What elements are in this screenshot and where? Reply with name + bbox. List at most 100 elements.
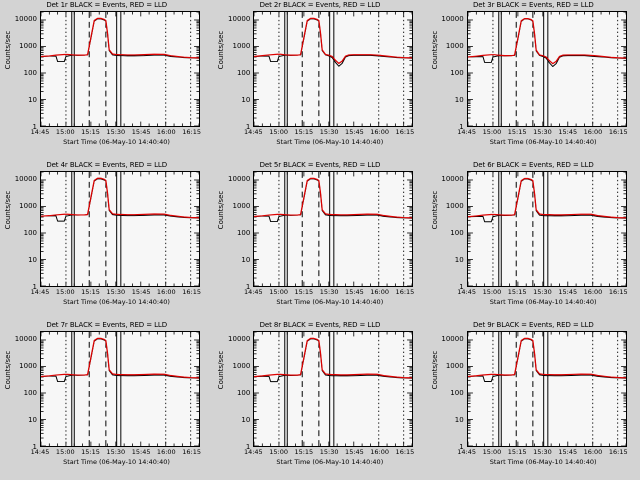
- x-tick-label: 16:00: [156, 128, 176, 136]
- plot-canvas: [467, 172, 626, 286]
- data-series-line: [254, 17, 413, 65]
- x-axis-title: Start Time (06-May-10 14:40:40): [489, 458, 597, 466]
- x-tick-label: 15:15: [294, 288, 314, 296]
- data-series-line: [41, 337, 199, 379]
- y-tick-label: 1: [459, 122, 464, 131]
- x-tick-label: 16:00: [156, 448, 176, 456]
- x-tick-row: 14:45 15:00 15:15 15:30 15:45 16:00 16:15: [244, 448, 414, 458]
- y-axis-title: Counts/sec: [4, 30, 12, 70]
- x-tick-label: 15:45: [131, 288, 151, 296]
- y-tick-label: 10: [241, 95, 251, 104]
- x-tick-label: 15:00: [269, 128, 288, 136]
- y-tick-label: 100: [23, 228, 37, 237]
- x-tick-label: 15:45: [131, 128, 151, 136]
- x-tick-label: 15:00: [482, 128, 502, 136]
- x-tick-row: 14:45 15:00 15:15 15:30 15:45 16:00 16:15: [244, 288, 414, 298]
- y-tick-label: 1000: [232, 201, 251, 210]
- x-tick-label: 14:45: [30, 288, 50, 296]
- y-tick-label: 100: [23, 388, 37, 397]
- y-tick-label: 10000: [441, 334, 464, 343]
- x-tick-label: 15:30: [106, 448, 126, 456]
- x-tick-label: 15:00: [482, 448, 502, 456]
- plot-panel-9: Det 9r BLACK = Events, RED = LLD 10000 100…: [427, 320, 640, 480]
- x-tick-label: 15:30: [106, 288, 126, 296]
- x-tick-label: 15:30: [319, 288, 339, 296]
- x-axis-title: Start Time (06-May-10 14:40:40): [63, 138, 170, 146]
- plot-background: [41, 332, 199, 446]
- y-tick-label: 10: [28, 255, 37, 264]
- y-tick-label: 1000: [232, 361, 251, 370]
- y-tick-label: 10000: [14, 334, 37, 343]
- y-axis-title: Counts/sec: [217, 350, 226, 390]
- x-tick-label: 15:00: [55, 128, 75, 136]
- y-tick-label: 1: [245, 282, 251, 291]
- y-tick-label: 10000: [441, 14, 464, 23]
- y-tick-label: 10: [241, 415, 251, 424]
- y-tick-label: 1: [459, 282, 464, 291]
- panel-title: Det 5r BLACK = Events, RED = LLD: [259, 161, 381, 169]
- x-tick-label: 15:15: [81, 128, 100, 136]
- plot-area: [40, 11, 200, 127]
- x-tick-label: 16:15: [608, 128, 628, 136]
- x-axis-title: Start Time (06-May-10 14:40:40): [489, 138, 597, 146]
- panel-title: Det 6r BLACK = Events, RED = LLD: [472, 161, 594, 169]
- plot-canvas: [41, 12, 199, 126]
- x-tick-label: 15:30: [533, 448, 552, 456]
- plot-panel-4: Det 4r BLACK = Events, RED = LLD 10000 100…: [0, 160, 213, 320]
- x-tick-label: 14:45: [30, 128, 50, 136]
- x-tick-label: 16:00: [370, 288, 389, 296]
- plot-background: [254, 332, 413, 446]
- data-series-line: [467, 177, 626, 219]
- x-tick-row: 14:45 15:00 15:15 15:30 15:45 16:00 16:15: [457, 448, 628, 458]
- x-axis-title: Start Time (06-May-10 14:40:40): [489, 298, 597, 306]
- x-tick-label: 15:30: [533, 128, 552, 136]
- y-tick-label: 10: [454, 95, 464, 104]
- x-tick-label: 15:45: [345, 128, 364, 136]
- y-tick-label: 1000: [445, 361, 464, 370]
- x-tick-label: 15:30: [319, 128, 339, 136]
- y-axis-title: Counts/sec: [430, 350, 439, 390]
- y-axis-title: Counts/sec: [4, 350, 12, 390]
- plot-canvas: [467, 12, 626, 126]
- x-tick-label: 16:15: [182, 448, 201, 456]
- data-series-line: [41, 17, 199, 59]
- plot-background: [254, 172, 413, 286]
- x-tick-label: 16:15: [395, 128, 415, 136]
- x-tick-row: 14:45 15:00 15:15 15:30 15:45 16:00 16:15: [244, 128, 415, 138]
- x-tick-label: 16:15: [608, 448, 628, 456]
- y-tick-label: 100: [450, 228, 464, 237]
- plot-panel-2: Det 2r BLACK = Events, RED = LLD 10000 100…: [213, 0, 426, 160]
- y-tick-label: 10: [28, 415, 37, 424]
- plot-panel-5: Det 5r BLACK = Events, RED = LLD 10000 100…: [213, 160, 426, 320]
- x-axis-title: Start Time (06-May-10 14:40:40): [63, 458, 170, 466]
- y-tick-label: 10000: [14, 14, 37, 23]
- x-tick-label: 15:00: [269, 288, 288, 296]
- y-tick-label: 10: [241, 255, 251, 264]
- plot-panel-1: Det 1r BLACK = Events, RED = LLD 10000 100…: [0, 0, 213, 160]
- x-tick-label: 15:00: [55, 448, 75, 456]
- x-tick-row: 14:45 15:00 15:15 15:30 15:45 16:00 16:15: [31, 288, 201, 298]
- plot-canvas: [254, 12, 413, 126]
- x-tick-label: 15:30: [533, 288, 552, 296]
- x-tick-label: 16:15: [608, 288, 628, 296]
- x-tick-label: 15:00: [55, 288, 75, 296]
- y-tick-label: 10: [28, 95, 37, 104]
- plot-panel-3: Det 3r BLACK = Events, RED = LLD 10000 100…: [427, 0, 640, 160]
- x-tick-label: 14:45: [243, 288, 263, 296]
- plot-canvas: [41, 172, 199, 286]
- plot-canvas: [254, 332, 413, 446]
- x-tick-label: 16:00: [370, 128, 389, 136]
- x-tick-label: 15:00: [269, 448, 288, 456]
- y-tick-label: 10000: [441, 174, 464, 183]
- y-tick-label: 10000: [14, 174, 37, 183]
- plot-area: [40, 331, 200, 447]
- y-tick-label: 100: [23, 68, 37, 77]
- y-tick-label: 100: [236, 68, 251, 77]
- x-tick-label: 16:15: [182, 128, 201, 136]
- panel-title: Det 8r BLACK = Events, RED = LLD: [259, 321, 381, 329]
- x-axis-title: Start Time (06-May-10 14:40:40): [276, 138, 384, 146]
- x-tick-row: 14:45 15:00 15:15 15:30 15:45 16:00 16:15: [31, 448, 201, 458]
- y-tick-label: 100: [450, 388, 464, 397]
